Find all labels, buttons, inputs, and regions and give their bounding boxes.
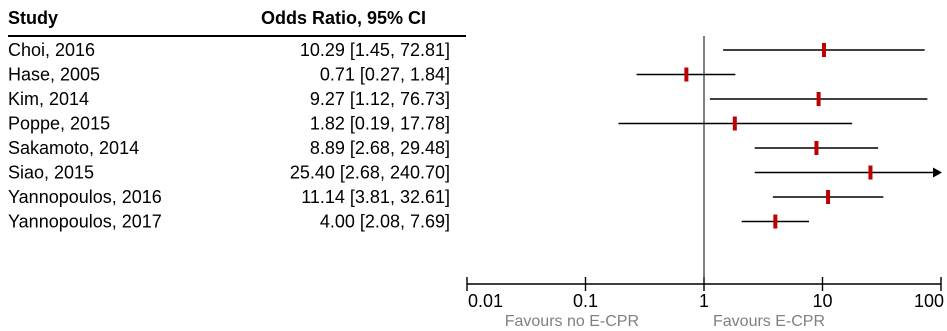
study-name: Choi, 2016	[8, 40, 95, 60]
study-row: Kim, 2014 9.27 [1.12, 76.73]	[8, 89, 928, 109]
study-row: Yannopoulos, 2017 4.00 [2.08, 7.69]	[8, 212, 809, 232]
favours-left-label: Favours no E-CPR	[505, 313, 639, 330]
x-tick-label: 100	[914, 291, 944, 311]
study-row: Siao, 2015 25.40 [2.68, 240.70]	[8, 163, 942, 183]
point-estimate-marker	[826, 190, 831, 204]
point-estimate-marker	[821, 43, 826, 57]
x-axis: 0.01 0.1 1 10 100	[466, 277, 944, 311]
x-tick-label: 1	[699, 291, 709, 311]
study-row: Poppe, 2015 1.82 [0.19, 17.78]	[8, 114, 853, 134]
odds-ratio-column-header: Odds Ratio, 95% CI	[261, 8, 426, 28]
study-row: Yannopoulos, 2016 11.14 [3.81, 32.61]	[8, 187, 884, 207]
point-estimate-marker	[684, 67, 689, 82]
x-tick-label: 0.1	[573, 291, 598, 311]
point-estimate-marker	[814, 141, 819, 155]
table-header: Study Odds Ratio, 95% CI	[8, 8, 466, 37]
study-name: Siao, 2015	[8, 163, 94, 183]
odds-ratio-label: 4.00 [2.08, 7.69]	[320, 212, 450, 232]
study-row: Choi, 2016 10.29 [1.45, 72.81]	[8, 40, 925, 60]
favours-right-label: Favours E-CPR	[713, 313, 825, 330]
odds-ratio-label: 0.71 [0.27, 1.84]	[320, 65, 450, 85]
odds-ratio-label: 10.29 [1.45, 72.81]	[300, 40, 450, 60]
x-tick-label: 10	[812, 291, 832, 311]
odds-ratio-label: 25.40 [2.68, 240.70]	[290, 163, 450, 183]
x-tick-label: 0.01	[468, 291, 503, 311]
odds-ratio-label: 11.14 [3.81, 32.61]	[301, 187, 450, 207]
study-column-header: Study	[8, 8, 58, 28]
odds-ratio-label: 9.27 [1.12, 76.73]	[310, 89, 450, 109]
study-name: Yannopoulos, 2016	[8, 187, 162, 207]
study-name: Sakamoto, 2014	[8, 138, 139, 158]
ci-arrow	[933, 167, 942, 178]
study-name: Poppe, 2015	[8, 114, 110, 134]
odds-ratio-label: 1.82 [0.19, 17.78]	[310, 114, 450, 134]
favours-labels: Favours no E-CPR Favours E-CPR	[505, 313, 825, 330]
point-estimate-marker	[732, 116, 737, 131]
point-estimate-marker	[773, 214, 778, 229]
point-estimate-marker	[868, 165, 873, 180]
study-rows: Choi, 2016 10.29 [1.45, 72.81] Hase, 2005 0…	[8, 36, 942, 284]
study-row: Hase, 2005 0.71 [0.27, 1.84]	[8, 65, 736, 85]
study-name: Hase, 2005	[8, 65, 100, 85]
study-name: Yannopoulos, 2017	[8, 212, 162, 232]
study-name: Kim, 2014	[8, 89, 89, 109]
study-row: Sakamoto, 2014 8.89 [2.68, 29.48]	[8, 138, 879, 158]
odds-ratio-label: 8.89 [2.68, 29.48]	[310, 138, 450, 158]
point-estimate-marker	[816, 92, 821, 106]
